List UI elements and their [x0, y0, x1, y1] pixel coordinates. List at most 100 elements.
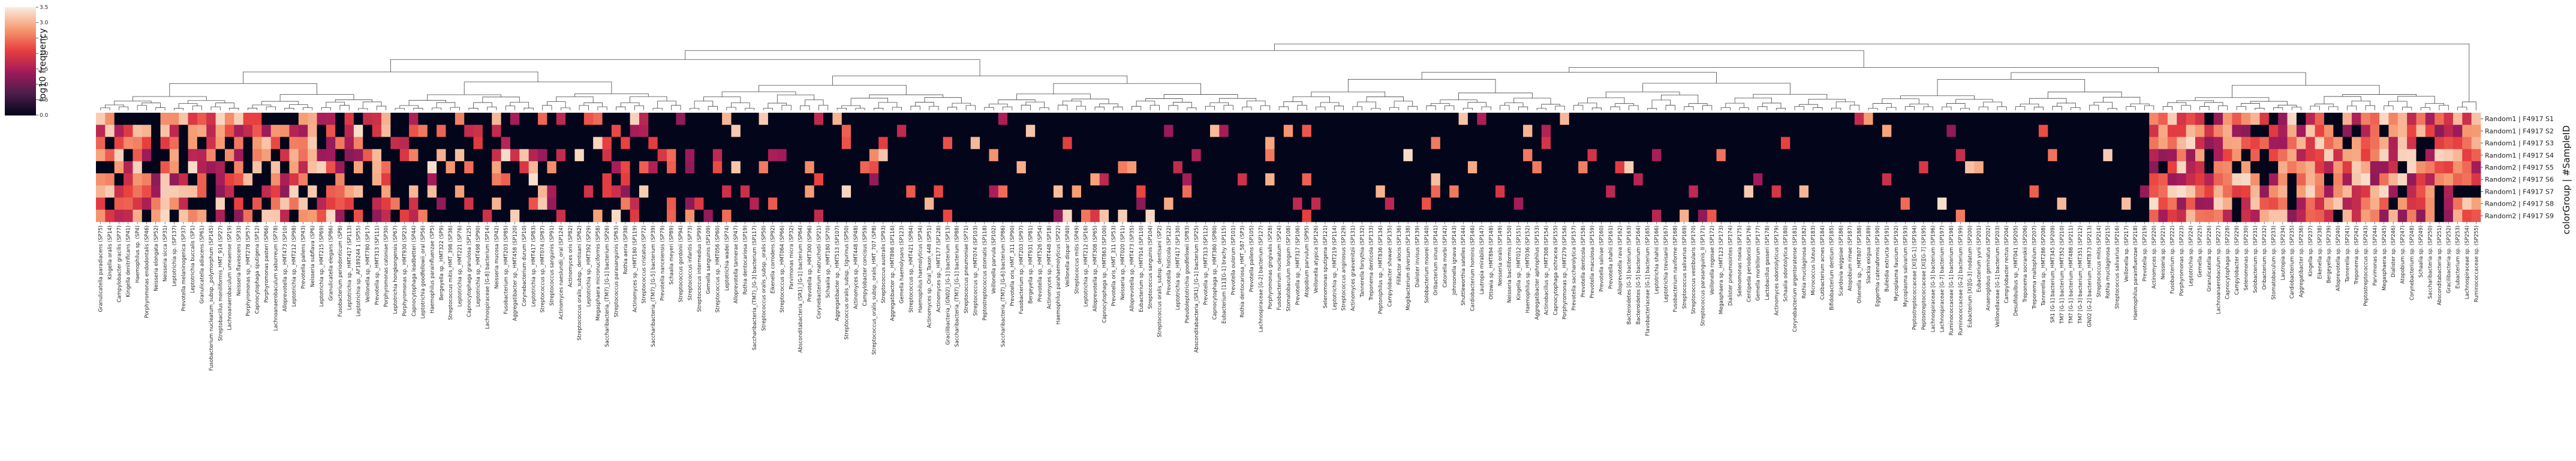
heatmap-cell [630, 113, 640, 125]
heatmap-cell [2352, 149, 2361, 162]
heatmap-cell [1716, 185, 1726, 198]
heatmap-cell [832, 185, 842, 198]
heatmap-cell [372, 197, 382, 210]
heatmap-cell [1256, 137, 1266, 150]
column-tick-label: Tannerella forsythia (SP132) [1359, 225, 1365, 298]
heatmap-cell [1900, 161, 1910, 174]
heatmap-cell [970, 197, 980, 210]
heatmap-cell [1422, 149, 1431, 162]
heatmap-cell [437, 113, 446, 125]
dendrogram-link [1536, 108, 1546, 110]
heatmap-cell [860, 125, 870, 137]
heatmap-cell [777, 209, 787, 222]
heatmap-cell [593, 185, 603, 198]
heatmap-cell [2177, 113, 2187, 125]
heatmap-cell [731, 197, 741, 210]
heatmap-cell [943, 125, 953, 137]
colorbar-segment [5, 49, 36, 51]
heatmap-cell [1209, 185, 1220, 198]
heatmap-cell [1707, 161, 1717, 174]
heatmap-cell [1357, 149, 1367, 162]
heatmap-cell [2167, 197, 2177, 210]
heatmap-cell [1900, 113, 1910, 125]
heatmap-cell [722, 125, 732, 137]
heatmap-cell [1367, 149, 1376, 162]
heatmap-cell [970, 149, 980, 162]
heatmap-cell [2333, 125, 2343, 137]
dendrogram-link [1573, 105, 1584, 110]
heatmap-cell [1403, 161, 1413, 174]
heatmap-cell [2002, 209, 2012, 222]
heatmap-cell [2268, 149, 2279, 162]
heatmap-cell [611, 173, 621, 186]
column-tick-label: Actinomyces sp._HMT177 (SP128) [936, 225, 942, 312]
heatmap-cell [2388, 185, 2399, 198]
column-tick-label: Prevotella salivae (SP160) [1599, 225, 1605, 292]
heatmap-cell [1578, 209, 1588, 222]
dendrogram-link [1431, 103, 1450, 106]
heatmap-cell [1320, 185, 1330, 198]
heatmap-cell [1955, 209, 1966, 222]
heatmap-cell [906, 113, 916, 125]
heatmap-cell [1642, 173, 1653, 186]
heatmap-cell [1955, 185, 1966, 198]
dendrogram-link [464, 82, 612, 95]
dendrogram-link [247, 107, 258, 110]
heatmap-cell [1311, 149, 1321, 162]
heatmap-cell [372, 209, 382, 222]
heatmap-cell [418, 125, 428, 137]
heatmap-cell [1836, 137, 1846, 150]
dendrogram-link [878, 102, 898, 109]
heatmap-cell [2315, 209, 2325, 222]
heatmap-cell [1422, 185, 1431, 198]
heatmap-cell [961, 185, 971, 198]
colorbar-segment [5, 43, 36, 46]
heatmap-cell [1486, 209, 1496, 222]
heatmap-cell [1145, 137, 1155, 150]
heatmap-cell [206, 185, 216, 198]
heatmap-cell [805, 113, 815, 125]
heatmap-cell [270, 185, 281, 198]
heatmap-cell [1615, 161, 1625, 174]
heatmap-cell [2038, 161, 2048, 174]
heatmap-cell [1513, 173, 1524, 186]
heatmap-cell [1633, 197, 1644, 210]
heatmap-cell [1854, 113, 1864, 125]
heatmap-cell [1836, 209, 1846, 222]
heatmap-cell [1118, 173, 1128, 186]
heatmap-cell [2333, 137, 2343, 150]
heatmap-cell [1744, 137, 1754, 150]
colorbar-segment [5, 101, 36, 103]
heatmap-cell [1256, 185, 1266, 198]
heatmap-cell [1891, 161, 1901, 174]
heatmap-cell [473, 161, 483, 174]
dendrogram-link [1849, 104, 1859, 110]
heatmap-cell [1716, 137, 1726, 150]
heatmap-cell [934, 161, 944, 174]
heatmap-cell [114, 197, 124, 210]
heatmap-cell [1311, 173, 1321, 186]
heatmap-cell [1283, 137, 1293, 150]
heatmap-cell [602, 161, 612, 174]
column-tick-label: Haemophilus parahaemolyticus (SP22) [1056, 225, 1062, 324]
heatmap-cell [2452, 125, 2463, 137]
column-tick-label: Actinomyces sp. (SP220) [2151, 225, 2157, 289]
heatmap-cell [1900, 149, 1910, 162]
dendrogram-link [616, 106, 626, 110]
heatmap-cell [1661, 197, 1671, 210]
heatmap-cell [1753, 137, 1763, 150]
heatmap-cell [1044, 197, 1054, 210]
heatmap-cell [2425, 113, 2435, 125]
colorbar-segment [5, 67, 36, 69]
heatmap-cell [2241, 113, 2251, 125]
heatmap-cell [2103, 125, 2113, 137]
heatmap-cell [2278, 173, 2288, 186]
column-tick-label: Alloprevotella rava (SP162) [1617, 225, 1623, 295]
dendrogram-link [818, 105, 829, 110]
heatmap-cell [1338, 173, 1349, 186]
heatmap-cell [179, 149, 188, 162]
heatmap-cell [492, 149, 502, 162]
heatmap-cell [326, 149, 336, 162]
heatmap-cell [1025, 209, 1036, 222]
column-tick-label: Campylobacter concisus (SP59) [862, 225, 868, 306]
